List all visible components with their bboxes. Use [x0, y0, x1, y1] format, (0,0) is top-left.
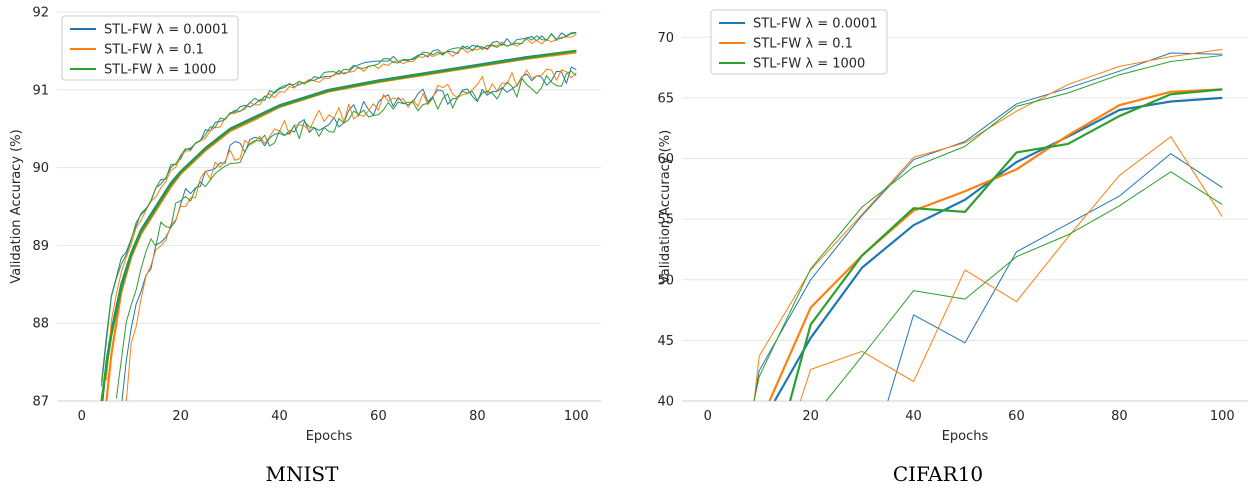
legend-label: STL-FW λ = 0.0001	[104, 23, 229, 38]
x-axis-label: Epochs	[942, 429, 989, 444]
series-lower-line	[825, 171, 1223, 401]
x-tick-label: 60	[370, 409, 387, 424]
x-tick-label: 80	[469, 409, 486, 424]
y-axis-label: Validation Accuracy (%)	[9, 129, 24, 283]
series-upper-line	[753, 54, 1223, 401]
series-lower-line	[125, 68, 577, 401]
y-tick-label: 90	[32, 161, 49, 176]
y-tick-label: 45	[657, 334, 674, 349]
legend-label: STL-FW λ = 0.0001	[753, 17, 878, 32]
y-tick-label: 92	[32, 6, 49, 21]
x-tick-label: 0	[704, 409, 712, 424]
series-mean-line	[100, 49, 577, 401]
series-upper-line	[105, 33, 577, 381]
x-tick-label: 100	[1210, 409, 1235, 424]
y-tick-label: 88	[32, 317, 49, 332]
legend-label: STL-FW λ = 1000	[104, 63, 216, 78]
y-tick-label: 65	[657, 91, 674, 106]
y-tick-label: 89	[32, 239, 49, 254]
x-tick-label: 40	[271, 409, 288, 424]
mnist-caption: MNIST	[265, 462, 339, 486]
series-mean-line	[768, 88, 1223, 401]
series-lower-line	[121, 66, 577, 401]
series-lower-line	[115, 70, 577, 399]
y-tick-label: 70	[657, 31, 674, 46]
x-tick-label: 80	[1111, 409, 1128, 424]
x-tick-label: 60	[1008, 409, 1025, 424]
x-tick-label: 40	[905, 409, 922, 424]
series-lower-line	[799, 136, 1223, 401]
series-upper-line	[101, 31, 577, 387]
series-upper-line	[753, 48, 1223, 401]
cifar10-chart: 40 45 50 55 60 65 70 0 20 40 60 80 100 Epochs Validati…	[657, 9, 1248, 444]
y-tick-label: 87	[32, 395, 49, 410]
x-tick-label: 100	[564, 409, 589, 424]
y-tick-label: 91	[32, 83, 49, 98]
mnist-chart: 87 88 89 90 91 92 0 20 40 60 80 100 Epochs Validation…	[9, 6, 601, 444]
y-tick-label: 40	[657, 395, 674, 410]
y-tick-label: 50	[657, 273, 674, 288]
series-upper-line	[101, 32, 577, 383]
mnist-chart-panel: 87 88 89 90 91 92 0 20 40 60 80 100 Epochs Validation…	[9, 6, 601, 444]
y-axis-label: Validation Accuracy (%)	[658, 130, 673, 284]
x-tick-label: 0	[78, 409, 86, 424]
series-lower-line	[887, 153, 1223, 401]
series-mean-line	[788, 88, 1223, 401]
cifar10-caption: CIFAR10	[892, 462, 984, 486]
series-mean-line	[101, 49, 577, 401]
legend-label: STL-FW λ = 1000	[753, 57, 865, 72]
legend-label: STL-FW λ = 0.1	[104, 43, 204, 58]
legend-label: STL-FW λ = 0.1	[753, 37, 853, 52]
legend: STL-FW λ = 0.0001 STL-FW λ = 0.1 STL-FW λ …	[61, 15, 239, 81]
x-tick-label: 20	[802, 409, 819, 424]
legend: STL-FW λ = 0.0001 STL-FW λ = 0.1 STL-FW λ …	[710, 9, 888, 75]
series-upper-line	[753, 52, 1223, 401]
x-axis-label: Epochs	[306, 429, 353, 444]
cifar10-chart-panel: 40 45 50 55 60 65 70 0 20 40 60 80 100 Epochs Validati…	[625, 0, 1249, 491]
series-mean-line	[773, 96, 1223, 401]
x-tick-label: 20	[172, 409, 189, 424]
y-tick-label: 60	[657, 152, 674, 167]
y-tick-label: 55	[657, 213, 674, 228]
series-mean-line	[105, 51, 577, 401]
